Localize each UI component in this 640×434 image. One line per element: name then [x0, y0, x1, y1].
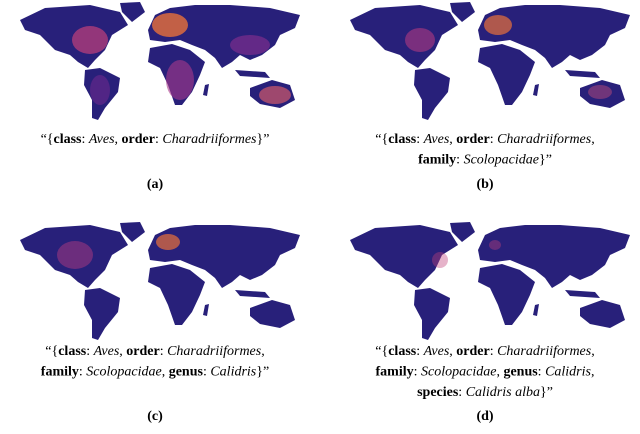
caption-run: class — [58, 344, 87, 359]
caption-run: Scolopacidae — [421, 365, 496, 380]
caption-run: class — [388, 344, 417, 359]
panel-label: (c) — [147, 409, 163, 424]
map-b — [350, 2, 630, 120]
caption-run: , — [162, 365, 169, 380]
caption-run: “{ — [41, 132, 54, 147]
caption-run: : — [458, 385, 465, 400]
caption-run: : — [414, 365, 421, 380]
caption-line: family: Scolopacidae}” — [418, 153, 552, 168]
caption-line: “{class: Aves, order: Charadriiformes, — [375, 344, 594, 359]
caption-line: “{class: Aves, order: Charadriiformes, — [45, 344, 264, 359]
caption-run: Scolopacidae — [86, 365, 161, 380]
caption-run: }” — [257, 132, 270, 147]
caption-run: }” — [539, 153, 552, 168]
caption-run: “{ — [375, 132, 388, 147]
map-d — [350, 222, 630, 340]
caption-line: “{class: Aves, order: Charadriiformes}” — [41, 132, 270, 147]
caption-run: : — [416, 132, 423, 147]
caption-run: : — [456, 153, 463, 168]
caption-run: Charadriiformes — [497, 344, 592, 359]
map-c — [20, 222, 300, 340]
caption-run: Aves — [93, 344, 120, 359]
caption-line: family: Scolopacidae, genus: Calidris}” — [41, 365, 269, 380]
caption-run: family — [376, 365, 414, 380]
caption-run: Aves — [88, 132, 115, 147]
caption-run: order — [456, 344, 489, 359]
caption-run: “{ — [45, 344, 58, 359]
caption-run: Calidris — [545, 365, 591, 380]
caption-run: family — [418, 153, 456, 168]
caption-run: }” — [256, 365, 269, 380]
caption-run: : — [82, 132, 89, 147]
caption-run: : — [203, 365, 210, 380]
caption-run: Calidris — [210, 365, 256, 380]
caption-run: class — [54, 132, 83, 147]
caption-run: Scolopacidae — [464, 153, 539, 168]
caption-run: : — [155, 132, 162, 147]
caption-run: : — [416, 344, 423, 359]
caption-run: order — [456, 132, 489, 147]
caption-run: Aves — [423, 132, 450, 147]
caption-run: : — [490, 132, 497, 147]
caption-run: order — [126, 344, 159, 359]
caption-run: order — [122, 132, 155, 147]
caption-line: family: Scolopacidae, genus: Calidris, — [376, 365, 595, 380]
caption-run: , — [591, 365, 595, 380]
caption-run: , — [591, 344, 595, 359]
caption-run: : — [86, 344, 93, 359]
caption-run: class — [388, 132, 417, 147]
caption-run: Calidris alba — [466, 385, 540, 400]
caption-run: Aves — [423, 344, 450, 359]
caption-run: : — [79, 365, 86, 380]
caption-run: species — [417, 385, 459, 400]
caption-run: , — [449, 132, 456, 147]
caption-run: Charadriiformes — [497, 132, 592, 147]
caption-run: Charadriiformes — [162, 132, 257, 147]
caption-run: family — [41, 365, 79, 380]
caption-run: : — [538, 365, 545, 380]
caption-run: , — [261, 344, 265, 359]
panel-label: (b) — [476, 177, 493, 192]
panel-label: (d) — [476, 409, 493, 424]
caption-run: : — [160, 344, 167, 359]
caption-run: genus — [169, 365, 204, 380]
caption-run: “{ — [375, 344, 388, 359]
caption-run: genus — [503, 365, 538, 380]
caption-run: Charadriiformes — [167, 344, 262, 359]
map-a — [20, 2, 300, 120]
caption-line: species: Calidris alba}” — [417, 385, 553, 400]
caption-run: , — [119, 344, 126, 359]
caption-run: , — [449, 344, 456, 359]
panel-label: (a) — [147, 177, 164, 192]
caption-run: : — [490, 344, 497, 359]
caption-run: , — [591, 132, 595, 147]
caption-line: “{class: Aves, order: Charadriiformes, — [375, 132, 594, 147]
caption-run: , — [496, 365, 503, 380]
caption-run: , — [115, 132, 122, 147]
caption-run: }” — [540, 385, 553, 400]
